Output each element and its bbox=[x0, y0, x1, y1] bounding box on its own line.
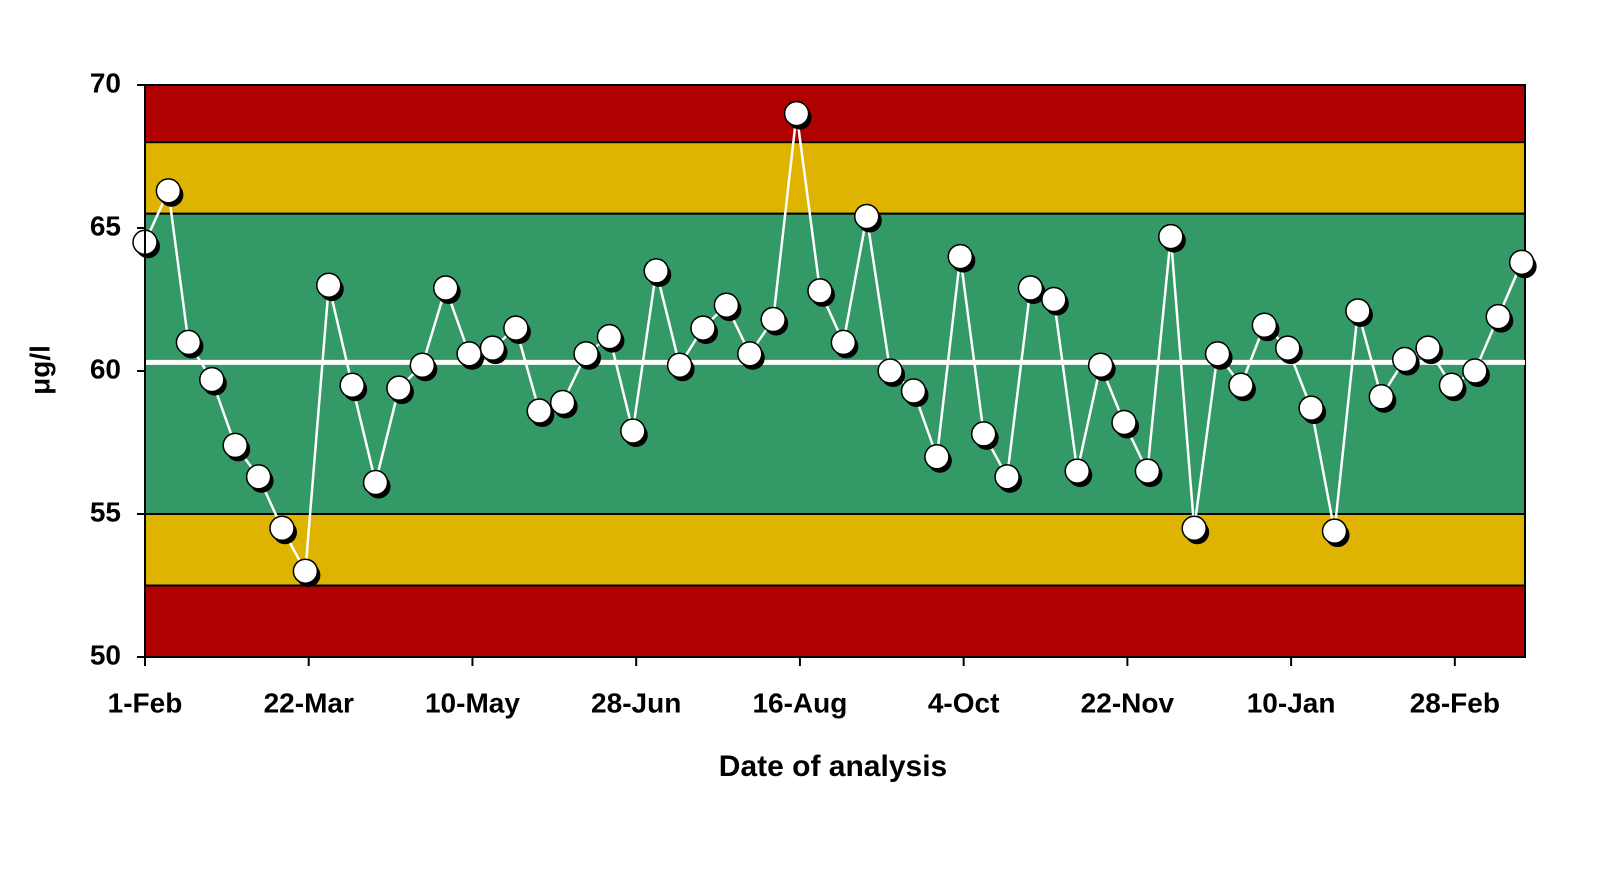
x-tick-label: 28-Feb bbox=[1410, 687, 1500, 718]
x-tick-label: 22-Mar bbox=[264, 687, 354, 718]
data-point bbox=[503, 315, 529, 341]
data-point bbox=[1087, 352, 1114, 379]
data-point bbox=[666, 352, 693, 379]
data-point bbox=[783, 100, 810, 127]
data-point bbox=[1508, 249, 1535, 276]
data-point bbox=[526, 398, 553, 424]
data-point bbox=[620, 418, 646, 444]
x-tick-label: 10-Jan bbox=[1247, 687, 1336, 718]
data-point bbox=[994, 464, 1020, 490]
data-point bbox=[269, 515, 295, 542]
x-tick-label: 1-Feb bbox=[108, 687, 183, 718]
y-tick-label: 55 bbox=[90, 496, 121, 527]
data-point bbox=[924, 444, 950, 470]
x-tick-label: 16-Aug bbox=[752, 687, 847, 718]
bands bbox=[144, 84, 1526, 658]
data-point bbox=[737, 341, 763, 367]
series bbox=[132, 100, 1537, 588]
data-point bbox=[1462, 358, 1488, 384]
data-point bbox=[713, 292, 740, 318]
data-point bbox=[432, 275, 459, 301]
data-point bbox=[199, 366, 225, 393]
x-tick-label: 4-Oct bbox=[928, 687, 1000, 718]
data-point bbox=[1134, 458, 1161, 484]
axes: 50 55 60 65 70 1-Feb 22-Mar 10-May 28-Jun 16-Aug 4… bbox=[90, 67, 1525, 718]
data-point bbox=[1415, 335, 1441, 361]
data-point bbox=[245, 464, 272, 490]
data-point bbox=[947, 243, 974, 270]
data-point bbox=[155, 178, 182, 204]
x-axis-title: Date of analysis bbox=[719, 750, 947, 783]
data-point bbox=[690, 315, 716, 341]
control-band bbox=[144, 513, 1526, 587]
data-point bbox=[1298, 395, 1324, 421]
data-point bbox=[1275, 335, 1301, 361]
data-point bbox=[596, 323, 623, 350]
data-point bbox=[1368, 383, 1395, 410]
data-point bbox=[900, 378, 927, 404]
control-band bbox=[144, 141, 1526, 215]
y-tick-label: 60 bbox=[90, 353, 121, 384]
control-band bbox=[144, 84, 1526, 144]
data-point bbox=[1064, 458, 1091, 484]
y-axis-title: μg/l bbox=[24, 345, 55, 395]
data-point bbox=[830, 329, 857, 356]
y-tick-label: 70 bbox=[90, 67, 121, 98]
data-point bbox=[292, 558, 319, 584]
data-point bbox=[1111, 409, 1137, 436]
data-point bbox=[549, 389, 576, 416]
data-point bbox=[1181, 515, 1207, 542]
data-point bbox=[760, 306, 786, 333]
data-point bbox=[1345, 298, 1371, 324]
data-point bbox=[1041, 286, 1067, 313]
data-point bbox=[1017, 275, 1044, 301]
data-point bbox=[362, 469, 389, 496]
data-point bbox=[877, 358, 903, 384]
data-point bbox=[479, 335, 506, 361]
data-point bbox=[175, 329, 202, 356]
data-point bbox=[316, 272, 342, 298]
x-tick-label: 10-May bbox=[425, 687, 520, 718]
data-point bbox=[1204, 341, 1231, 367]
control-band bbox=[144, 584, 1526, 658]
data-point bbox=[1228, 372, 1254, 399]
data-point bbox=[573, 341, 599, 367]
data-point bbox=[970, 421, 997, 447]
data-point bbox=[1321, 518, 1348, 544]
x-tick-label: 22-Nov bbox=[1081, 687, 1175, 718]
data-point bbox=[456, 341, 482, 367]
data-point bbox=[222, 432, 248, 459]
x-tick-label: 28-Jun bbox=[591, 687, 681, 718]
data-point bbox=[853, 203, 880, 230]
data-point bbox=[1391, 346, 1418, 373]
data-point bbox=[1438, 372, 1465, 399]
data-point bbox=[1158, 223, 1184, 250]
data-point bbox=[409, 352, 436, 379]
data-point bbox=[807, 278, 833, 304]
data-point bbox=[643, 258, 669, 284]
y-tick-label: 65 bbox=[90, 210, 121, 241]
y-tick-label: 50 bbox=[90, 639, 121, 670]
data-point bbox=[339, 372, 365, 399]
data-point bbox=[386, 375, 412, 401]
data-point bbox=[1485, 303, 1512, 330]
data-point bbox=[1251, 312, 1278, 338]
